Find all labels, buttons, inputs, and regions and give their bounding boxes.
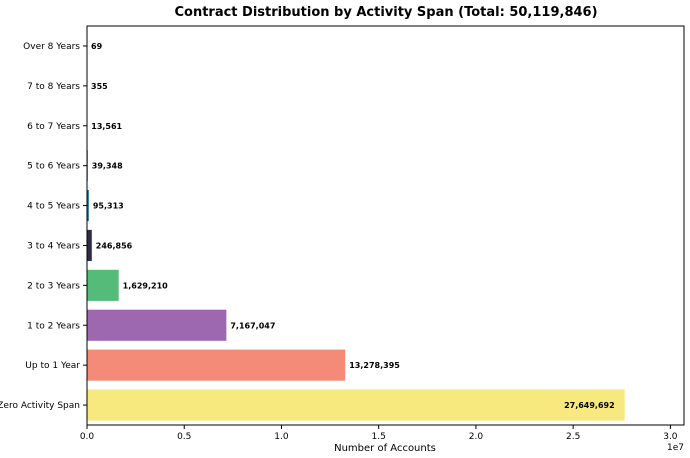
- x-tick-label: 2.0: [469, 432, 484, 442]
- x-tick-label: 2.5: [566, 432, 580, 442]
- bar-value-label: 246,856: [96, 241, 133, 250]
- bar-value-label: 27,649,692: [564, 401, 615, 410]
- x-axis-offset-text: 1e7: [667, 443, 684, 453]
- y-axis: Zero Activity Span Up to 1 Year 1 to 2 Yea…: [0, 42, 87, 411]
- x-axis: 0.0 0.5 1.0 1.5 2.0 2.5 3.0: [80, 425, 678, 442]
- x-tick-label: 1.0: [274, 432, 289, 442]
- y-tick-label: 4 to 5 Years: [27, 202, 80, 212]
- bar-value-label: 1,629,210: [123, 281, 168, 290]
- bar-value-label: 69: [91, 42, 103, 51]
- x-tick-label: 0.5: [177, 432, 191, 442]
- chart-title: Contract Distribution by Activity Span (…: [174, 5, 597, 20]
- bar-value-label: 39,348: [92, 162, 123, 171]
- x-tick-label: 0.0: [80, 432, 95, 442]
- x-tick-label: 1.5: [372, 432, 386, 442]
- bar: [87, 269, 119, 301]
- bar: [87, 389, 625, 421]
- y-tick-label: Zero Activity Span: [0, 401, 80, 411]
- x-tick-label: 3.0: [663, 432, 678, 442]
- y-tick-label: 3 to 4 Years: [27, 241, 80, 251]
- y-tick-label: 7 to 8 Years: [27, 82, 80, 92]
- bar: [87, 229, 92, 262]
- bar-value-label: 13,561: [91, 122, 122, 131]
- x-axis-label: Number of Accounts: [334, 443, 436, 454]
- bars-group: [87, 70, 625, 421]
- bar-value-label: 7,167,047: [230, 321, 275, 330]
- value-labels-group: 27,649,692 13,278,395 7,167,047 1,629,210 24…: [91, 42, 615, 410]
- bar: [87, 309, 227, 341]
- bar: [87, 189, 89, 222]
- y-tick-label: 1 to 2 Years: [27, 321, 80, 331]
- y-tick-label: Up to 1 Year: [25, 361, 80, 371]
- plot-frame: [86, 25, 685, 426]
- bar: [87, 349, 346, 381]
- y-tick-label: 2 to 3 Years: [27, 281, 80, 291]
- bar-value-label: 95,313: [93, 202, 124, 211]
- bar-value-label: 355: [91, 82, 108, 91]
- bar-value-label: 13,278,395: [349, 361, 400, 370]
- y-tick-label: Over 8 Years: [23, 42, 80, 52]
- y-tick-label: 6 to 7 Years: [27, 122, 80, 132]
- y-tick-label: 5 to 6 Years: [27, 162, 80, 172]
